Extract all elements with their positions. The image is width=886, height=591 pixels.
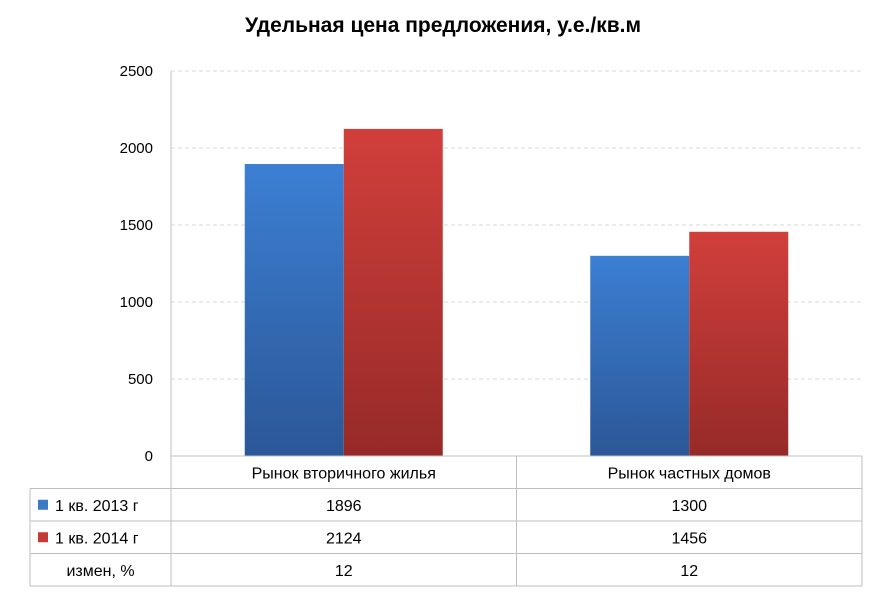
category-label: Рынок вторичного жилья: [252, 465, 436, 482]
data-value: 1456: [671, 530, 707, 547]
y-tick-label: 0: [145, 448, 153, 465]
data-value: 1300: [671, 498, 707, 515]
y-tick-label: 1000: [120, 294, 153, 311]
y-tick-label: 500: [128, 371, 153, 388]
y-axis-ticks: 0 500 1000 1500 2000 2500: [120, 63, 153, 465]
y-tick-label: 2500: [120, 63, 153, 80]
legend-label: 1 кв. 2014 г: [55, 530, 139, 547]
bar: [689, 231, 789, 456]
legend-swatch: [38, 499, 48, 510]
change-row-label: измен, %: [66, 563, 134, 580]
data-table: Рынок вторичного жилья Рынок частных домо…: [29, 455, 863, 587]
chart-title: Удельная цена предложения, у.е./кв.м: [245, 14, 641, 37]
change-value: 12: [680, 563, 698, 580]
bar: [343, 128, 443, 457]
data-value: 1896: [326, 498, 362, 515]
bar: [244, 164, 344, 457]
bar: [590, 255, 690, 456]
y-tick-label: 1500: [120, 217, 153, 234]
legend-label: 1 кв. 2013 г: [55, 498, 139, 515]
category-label: Рынок частных домов: [608, 465, 771, 482]
data-value: 2124: [326, 530, 362, 547]
bars: [244, 128, 789, 457]
y-tick-label: 2000: [120, 140, 153, 157]
legend-swatch: [38, 532, 48, 543]
change-value: 12: [335, 563, 353, 580]
